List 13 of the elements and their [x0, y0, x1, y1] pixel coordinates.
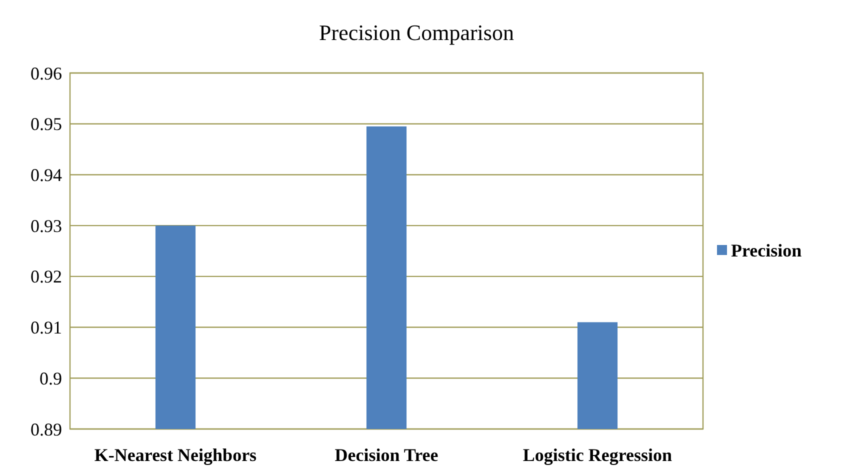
y-tick-label: 0.96: [30, 63, 62, 84]
y-tick-label: 0.94: [30, 165, 62, 186]
chart-title: Precision Comparison: [319, 20, 514, 45]
y-tick-label: 0.89: [30, 419, 62, 440]
x-tick-label: Logistic Regression: [522, 445, 672, 465]
y-tick-label: 0.95: [30, 114, 62, 134]
y-tick-label: 0.91: [30, 318, 62, 338]
y-tick-label: 0.92: [30, 266, 62, 287]
y-tick-label: 0.93: [30, 216, 62, 236]
x-tick-label: K-Nearest Neighbors: [94, 445, 257, 465]
y-tick-label: 0.9: [40, 368, 62, 388]
legend-label: Precision: [731, 240, 802, 260]
x-tick-label: Decision Tree: [334, 445, 438, 465]
